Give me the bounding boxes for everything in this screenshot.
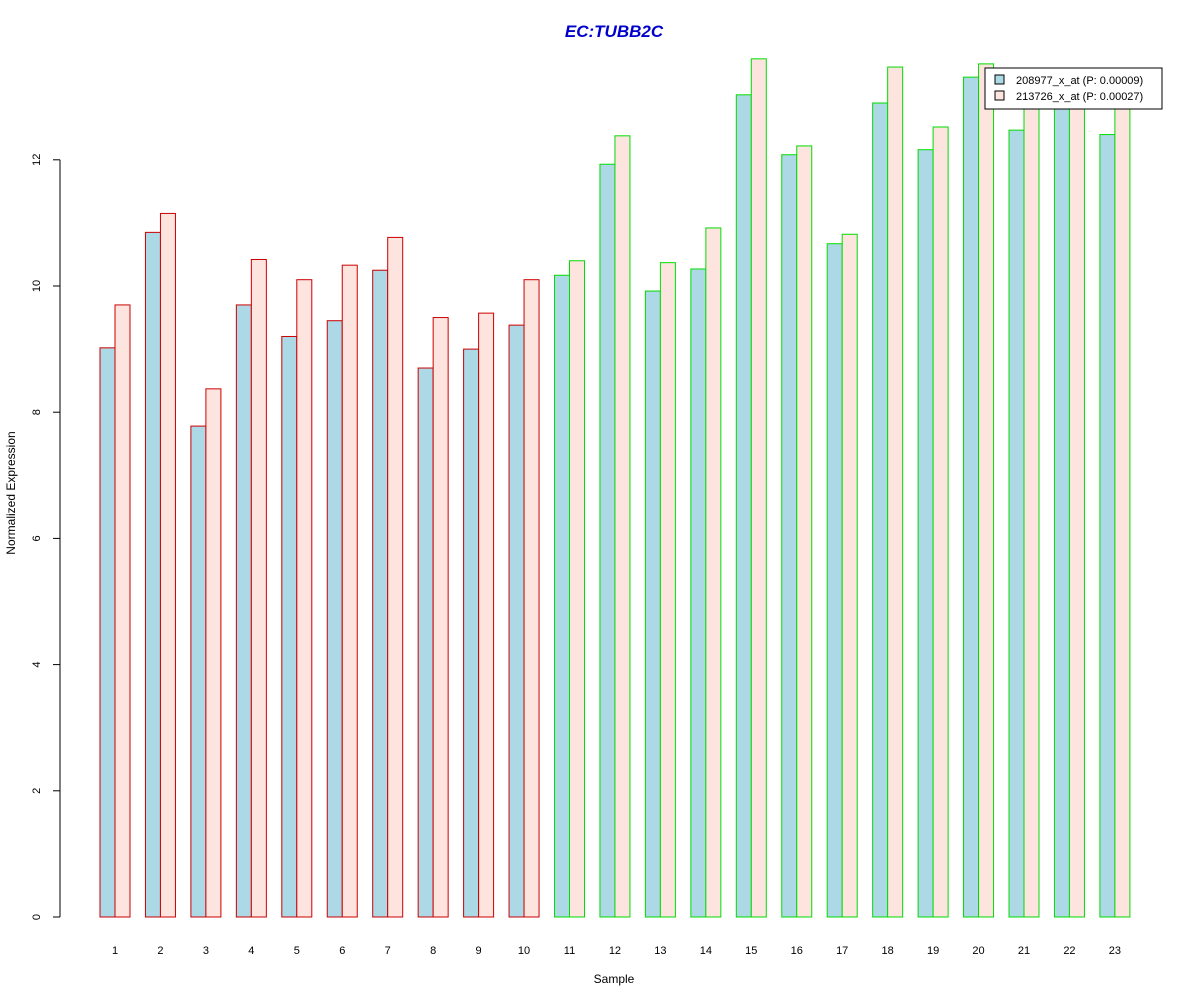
y-axis: 0 2 4 6 8 10 12 [31, 154, 61, 920]
y-axis-label: Normalized Expression [4, 431, 18, 554]
bar-sample-9-series-2 [478, 312, 495, 918]
bar-sample-11-series-1 [554, 274, 570, 918]
bar-sample-10-series-2 [523, 279, 540, 918]
bar-sample-19-series-1 [917, 149, 934, 918]
bar-sample-1-series-1 [99, 347, 116, 918]
y-tick-label: 8 [31, 409, 43, 415]
bar-sample-4-series-2 [250, 258, 267, 918]
bar-sample-7-series-2 [387, 236, 404, 918]
bar-sample-10-series-1 [508, 324, 525, 918]
x-axis-label: Sample [594, 972, 635, 986]
bar-sample-16-series-1 [781, 154, 798, 918]
x-tick-label: 6 [339, 945, 345, 957]
x-tick-label: 3 [203, 945, 209, 957]
bar-sample-13-series-2 [659, 262, 676, 918]
bar-sample-4-series-1 [235, 304, 252, 918]
x-tick-label: 15 [745, 945, 757, 957]
x-tick-label: 7 [385, 945, 391, 957]
x-tick-label: 9 [476, 945, 482, 957]
x-tick-label: 10 [518, 945, 530, 957]
bar-sample-20-series-2 [978, 63, 995, 918]
y-tick-label: 12 [31, 154, 43, 166]
bar-sample-2-series-1 [144, 231, 161, 918]
x-tick-label: 13 [654, 945, 666, 957]
bar-sample-6-series-1 [326, 320, 343, 918]
bar-sample-14-series-2 [705, 227, 722, 918]
x-tick-label: 17 [836, 945, 848, 957]
bar-sample-2-series-2 [159, 212, 176, 918]
bar-sample-6-series-2 [341, 264, 358, 918]
x-tick-label: 21 [1018, 945, 1030, 957]
legend-swatch-series-1 [994, 74, 1005, 85]
bar-sample-12-series-1 [599, 163, 616, 918]
bar-sample-9-series-1 [463, 348, 480, 918]
bar-sample-11-series-2 [569, 260, 585, 918]
x-tick-label: 23 [1109, 945, 1121, 957]
y-tick-label: 10 [31, 280, 43, 292]
bar-sample-21-series-2 [1023, 103, 1040, 918]
bar-sample-8-series-1 [417, 367, 434, 918]
legend-box [984, 67, 1163, 110]
legend-label-series-1: 208977_x_at (P: 0.00009) [1016, 75, 1143, 87]
bar-sample-18-series-1 [872, 102, 889, 918]
x-tick-label: 18 [882, 945, 894, 957]
bar-sample-20-series-1 [963, 76, 980, 918]
x-tick-label: 19 [927, 945, 939, 957]
x-tick-label: 1 [112, 945, 118, 957]
bar-sample-8-series-2 [432, 317, 449, 918]
bar-sample-3-series-1 [190, 425, 207, 918]
bar-sample-23-series-1 [1099, 134, 1116, 918]
x-tick-label: 11 [564, 945, 575, 957]
legend: 208977_x_at (P: 0.00009) 213726_x_at (P:… [984, 67, 1163, 110]
bar-sample-5-series-2 [296, 279, 313, 918]
bar-sample-12-series-2 [614, 135, 631, 918]
x-tick-label: 20 [972, 945, 984, 957]
bar-sample-17-series-2 [841, 233, 858, 918]
x-tick-label: 16 [791, 945, 803, 957]
bar-sample-15-series-1 [735, 94, 752, 918]
bar-sample-18-series-2 [887, 66, 904, 918]
x-tick-label: 4 [248, 945, 254, 957]
x-tick-label: 12 [609, 945, 621, 957]
bar-sample-1-series-2 [114, 304, 131, 918]
legend-label-series-2: 213726_x_at (P: 0.00027) [1016, 91, 1143, 103]
bar-sample-16-series-2 [796, 145, 813, 918]
y-tick-label: 6 [31, 535, 43, 541]
bar-sample-22-series-2 [1068, 102, 1085, 918]
y-tick-label: 4 [31, 662, 43, 668]
x-tick-label: 22 [1063, 945, 1075, 957]
bar-sample-21-series-1 [1008, 129, 1025, 918]
bar-sample-19-series-2 [932, 126, 949, 918]
bar-sample-17-series-1 [826, 243, 843, 918]
bar-sample-5-series-1 [281, 335, 298, 918]
bars-group [99, 58, 1131, 918]
y-tick-label: 0 [31, 914, 43, 920]
bar-sample-22-series-1 [1053, 105, 1070, 918]
chart-title: EC:TUBB2C [565, 22, 664, 41]
x-tick-label: 5 [294, 945, 300, 957]
bar-sample-3-series-2 [205, 388, 222, 918]
y-tick-label: 2 [31, 788, 43, 794]
x-tick-label: 8 [430, 945, 436, 957]
x-tick-label: 14 [700, 945, 712, 957]
x-tick-labels: 1 2 3 4 5 6 7 8 9 10 11 12 13 14 15 16 17 18 19 20 21 22 23 [112, 945, 1121, 957]
bar-sample-15-series-2 [750, 58, 767, 918]
bar-sample-13-series-1 [644, 290, 661, 918]
bar-sample-14-series-1 [690, 268, 707, 918]
legend-swatch-series-2 [994, 90, 1005, 101]
x-tick-label: 2 [157, 945, 163, 957]
bar-sample-23-series-2 [1114, 104, 1131, 918]
bar-sample-7-series-1 [372, 269, 389, 918]
